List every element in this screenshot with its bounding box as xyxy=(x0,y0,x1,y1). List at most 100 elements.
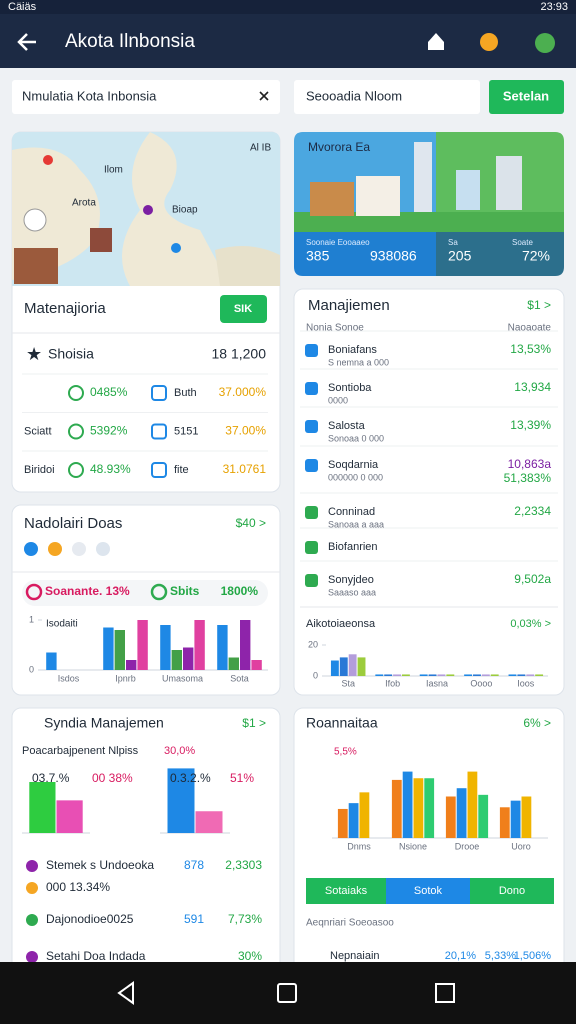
label: 10,863a xyxy=(508,457,552,471)
label: Shoisia xyxy=(48,346,94,362)
filter-input[interactable] xyxy=(294,80,480,114)
label: Sciatt xyxy=(24,425,52,437)
link: $40 > xyxy=(236,516,266,530)
award-icon[interactable] xyxy=(480,33,498,51)
building xyxy=(414,142,432,212)
label: Saaaso aaa xyxy=(328,587,376,597)
tab: Dono xyxy=(499,885,525,897)
bar xyxy=(240,620,251,670)
label: Sonoaa 0 000 xyxy=(328,433,384,443)
bar xyxy=(217,625,228,670)
bar xyxy=(195,811,223,833)
x-tick-label: Nsione xyxy=(399,841,427,851)
bar xyxy=(521,796,532,838)
bar xyxy=(437,674,446,676)
label: 000 13.34% xyxy=(46,880,110,894)
building xyxy=(496,156,522,210)
tab: Sotok xyxy=(414,885,443,897)
x-tick-label: Sta xyxy=(341,678,355,688)
bar xyxy=(508,674,517,676)
search-input[interactable] xyxy=(12,80,280,114)
stat-value: 205 xyxy=(448,248,472,264)
label: 20,1% xyxy=(445,950,476,962)
link: 0,03% > xyxy=(510,618,551,630)
y-tick-label: 0 xyxy=(29,664,34,674)
bar xyxy=(393,674,401,676)
item-icon xyxy=(305,344,318,357)
bar xyxy=(103,627,114,670)
x-tick-label: Sota xyxy=(230,673,249,683)
bar xyxy=(194,620,205,670)
bar xyxy=(171,650,182,670)
map xyxy=(12,132,280,286)
label: Salosta xyxy=(328,420,366,432)
sik-button[interactable] xyxy=(220,295,267,323)
label: Ilom xyxy=(104,165,123,176)
label: Poacarbajpenent Nlpiss xyxy=(22,745,139,757)
status-bar xyxy=(0,0,576,14)
nav-back[interactable] xyxy=(117,981,134,1005)
tab-active[interactable] xyxy=(386,878,470,904)
nav-home[interactable] xyxy=(277,983,297,1003)
bar xyxy=(384,674,393,676)
nav-bar xyxy=(0,962,576,1024)
label: Mvorora Ea xyxy=(308,140,370,154)
x-tick-label: Oooo xyxy=(470,678,492,688)
bar xyxy=(467,771,478,838)
bar xyxy=(126,660,137,670)
label: 0000 xyxy=(328,395,348,405)
bar xyxy=(478,794,489,838)
stat-value: 72% xyxy=(522,248,550,264)
bar xyxy=(424,778,435,838)
clear-icon[interactable] xyxy=(259,91,269,101)
label: Bioap xyxy=(172,205,198,216)
bar xyxy=(517,674,526,676)
bar xyxy=(348,803,359,838)
item-icon xyxy=(26,951,38,963)
label: 23:93 xyxy=(540,1,568,13)
row-icon xyxy=(68,462,84,478)
label: 000000 0 000 xyxy=(328,472,383,482)
bar xyxy=(357,657,366,676)
bar xyxy=(348,654,357,676)
stat-value: 938086 xyxy=(370,248,417,264)
profile-icon[interactable] xyxy=(535,33,555,53)
bar xyxy=(401,674,410,676)
nav-recent[interactable] xyxy=(435,983,455,1003)
label: S nemna a 000 xyxy=(328,357,389,367)
back-button[interactable] xyxy=(17,33,36,51)
bar xyxy=(428,674,437,676)
settings-button[interactable] xyxy=(489,80,564,114)
label: 51% xyxy=(230,771,254,785)
bar xyxy=(391,779,402,838)
row-icon xyxy=(151,462,167,478)
label: 5392% xyxy=(90,424,128,438)
x-tick-label: Ipnrb xyxy=(115,673,136,683)
label: Arota xyxy=(72,198,96,209)
label: 591 xyxy=(184,912,204,926)
home-icon[interactable] xyxy=(428,33,444,50)
bar xyxy=(359,792,370,838)
x-tick-label: Ioos xyxy=(517,678,535,688)
label: Cäiäs xyxy=(8,1,37,13)
map-land xyxy=(122,132,230,286)
label: 37.000% xyxy=(219,385,267,399)
label: 31.0761 xyxy=(223,462,267,476)
bar xyxy=(413,778,424,838)
x-tick-label: Drooe xyxy=(455,841,480,851)
label: 30% xyxy=(238,949,262,963)
dots xyxy=(24,542,110,556)
dot xyxy=(96,542,110,556)
bar xyxy=(456,788,467,838)
map-land xyxy=(12,147,100,280)
label: 1800% xyxy=(221,584,259,598)
label: 51,383% xyxy=(504,471,552,485)
x-tick-label: Uoro xyxy=(511,841,531,851)
label: 00 38% xyxy=(92,771,133,785)
row-icon xyxy=(151,423,167,440)
bar xyxy=(490,674,499,676)
label: Nonia Sonoe xyxy=(306,323,364,334)
bar xyxy=(375,674,384,676)
label: 2,2334 xyxy=(514,504,551,518)
